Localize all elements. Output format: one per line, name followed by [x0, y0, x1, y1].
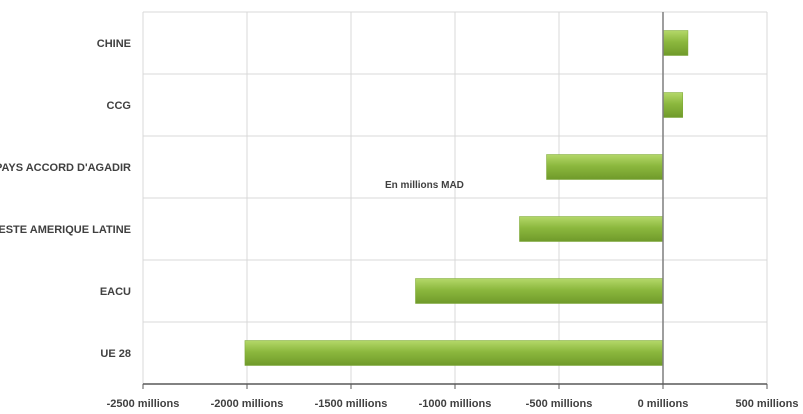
bar	[244, 340, 664, 366]
bar	[662, 92, 684, 118]
labels: CHINE CCG PAYS ACCORD D'AGADIR RESTE AMERIQ…	[0, 38, 798, 410]
bar	[519, 216, 664, 242]
x-tick-label: 0 millions	[638, 398, 689, 410]
category-label: UE 28	[100, 348, 131, 360]
x-tick-label: -2500 millions	[107, 398, 180, 410]
x-tick-label: -1000 millions	[419, 398, 492, 410]
bar	[662, 30, 689, 56]
x-tick-label: -2000 millions	[211, 398, 284, 410]
bar	[546, 154, 664, 180]
x-tick-label: 500 millions	[736, 398, 799, 410]
unit-annotation: En millions MAD	[385, 180, 464, 191]
category-label: CHINE	[97, 38, 131, 50]
category-label: PAYS ACCORD D'AGADIR	[0, 162, 131, 174]
category-label: EACU	[100, 286, 131, 298]
category-label: RESTE AMERIQUE LATINE	[0, 224, 131, 236]
grid	[142, 11, 768, 385]
bar	[415, 278, 664, 304]
category-label: CCG	[107, 100, 131, 112]
x-tick-label: -1500 millions	[315, 398, 388, 410]
axes	[142, 12, 768, 389]
x-tick-label: -500 millions	[526, 398, 593, 410]
